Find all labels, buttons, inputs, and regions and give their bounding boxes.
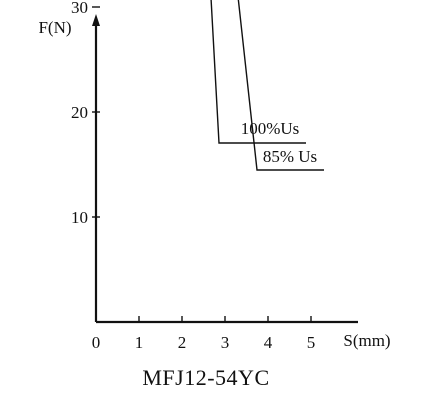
y-tick-label: 30	[71, 0, 88, 17]
x-tick-label: 1	[135, 333, 144, 352]
x-tick-label: 0	[92, 333, 101, 352]
x-tick-label: 2	[178, 333, 187, 352]
y-axis-title: F(N)	[38, 18, 71, 37]
series-callout-label: 100%Us	[241, 119, 300, 138]
x-tick-label: 4	[264, 333, 273, 352]
y-tick-label: 10	[71, 208, 88, 227]
ticks: 1020304050607080901001101201301401501600…	[71, 0, 316, 352]
callouts: 100%Us 85% Us	[210, 0, 324, 171]
x-tick-label: 5	[307, 333, 316, 352]
x-tick-label: 3	[221, 333, 230, 352]
series-callout-label: 85% Us	[263, 147, 317, 166]
axes	[92, 14, 358, 324]
y-tick-label: 20	[71, 103, 88, 122]
callout-leader-line	[210, 0, 306, 144]
y-axis-arrow-icon	[92, 14, 100, 26]
x-axis-title: S(mm)	[343, 331, 390, 350]
chart-caption: MFJ12-54YC	[142, 365, 269, 390]
callout-leader-line	[237, 0, 324, 171]
